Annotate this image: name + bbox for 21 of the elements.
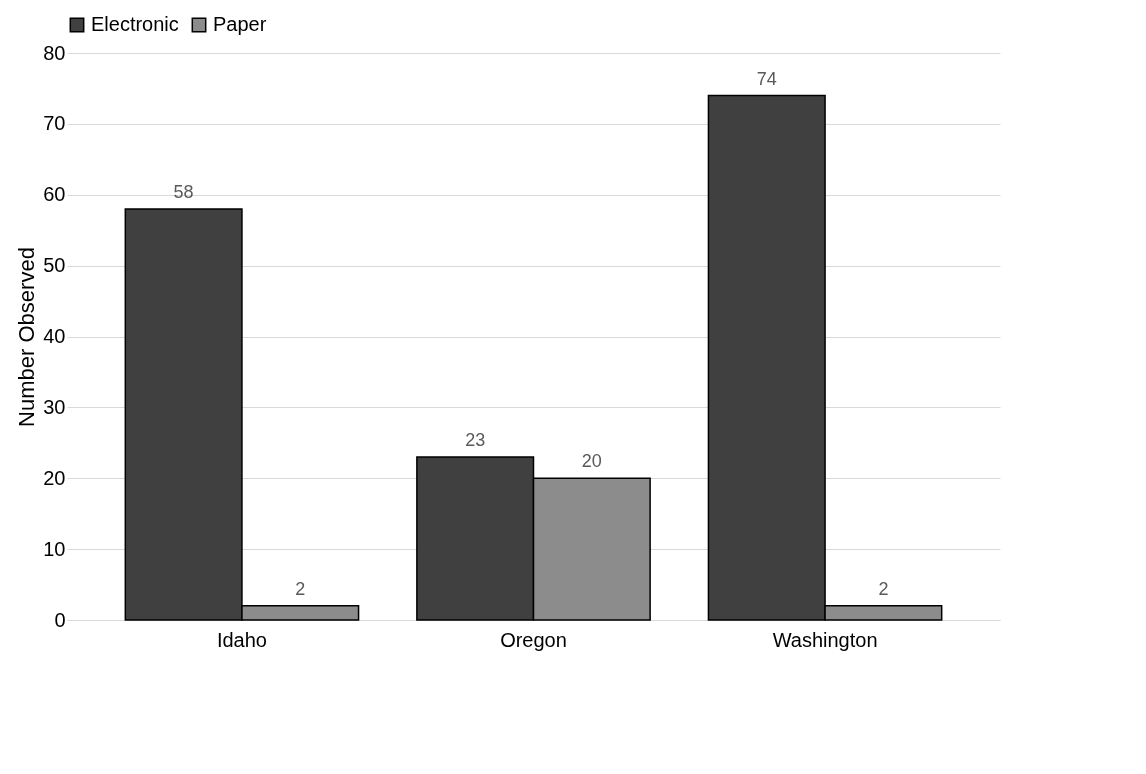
y-tick-label: 50: [43, 254, 66, 277]
legend-label: Electronic: [91, 13, 179, 35]
data-label: 20: [581, 451, 602, 472]
data-label: 2: [295, 578, 306, 599]
data-label: 58: [173, 181, 194, 202]
y-tick-label: 70: [43, 112, 66, 135]
data-label: 74: [756, 68, 777, 89]
x-tick-label: Oregon: [500, 628, 567, 651]
x-tick-label: Idaho: [216, 628, 267, 651]
y-tick-label: 10: [43, 537, 66, 560]
data-label: 2: [878, 578, 889, 599]
y-axis-title: Number Observed: [14, 247, 40, 427]
legend-label: Paper: [213, 13, 267, 35]
y-tick-label: 80: [43, 41, 66, 64]
y-tick-label: 40: [43, 325, 66, 347]
y-tick-label: 60: [43, 183, 66, 206]
x-tick-label: Washington: [772, 628, 878, 651]
y-tick-label: 20: [43, 466, 66, 489]
y-tick-label: 30: [43, 395, 66, 418]
data-label: 23: [465, 429, 486, 450]
y-tick-label: 0: [54, 608, 66, 631]
